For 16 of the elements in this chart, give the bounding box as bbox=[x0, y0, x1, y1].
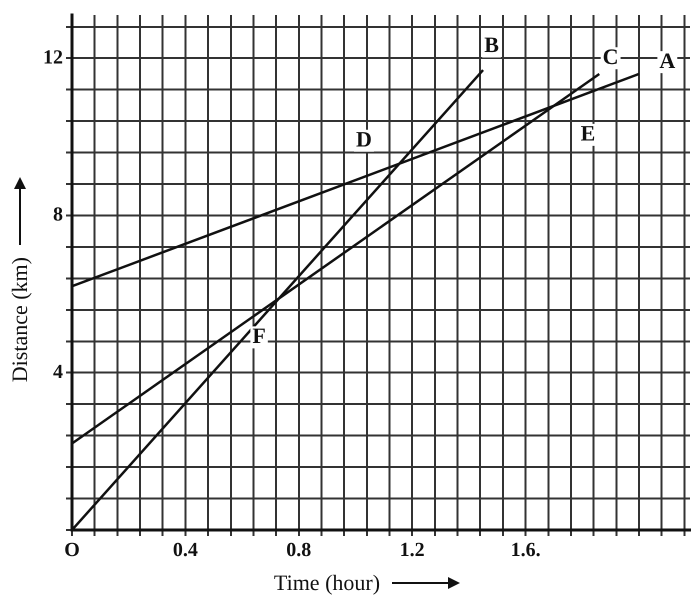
annotation: C bbox=[602, 44, 619, 69]
y-tick-label: 4 bbox=[53, 360, 63, 383]
annotation: A bbox=[659, 48, 676, 73]
x-tick-label: 1.6. bbox=[510, 539, 541, 562]
y-axis-title: Distance (km) bbox=[7, 257, 33, 383]
annotation: D bbox=[356, 126, 372, 152]
annotation: E bbox=[580, 120, 596, 146]
x-tick-label: 0.4 bbox=[172, 539, 198, 562]
x-tick-label: 0.8 bbox=[286, 539, 312, 562]
x-tick-label: 1.2 bbox=[400, 539, 425, 562]
y-tick-label: 8 bbox=[53, 204, 63, 226]
annotation: B bbox=[484, 32, 500, 58]
annotation: F bbox=[252, 323, 266, 348]
x-axis-title: Time (hour) bbox=[274, 570, 380, 596]
x-tick-label: O bbox=[64, 539, 80, 562]
y-tick-label: 12 bbox=[43, 46, 63, 68]
